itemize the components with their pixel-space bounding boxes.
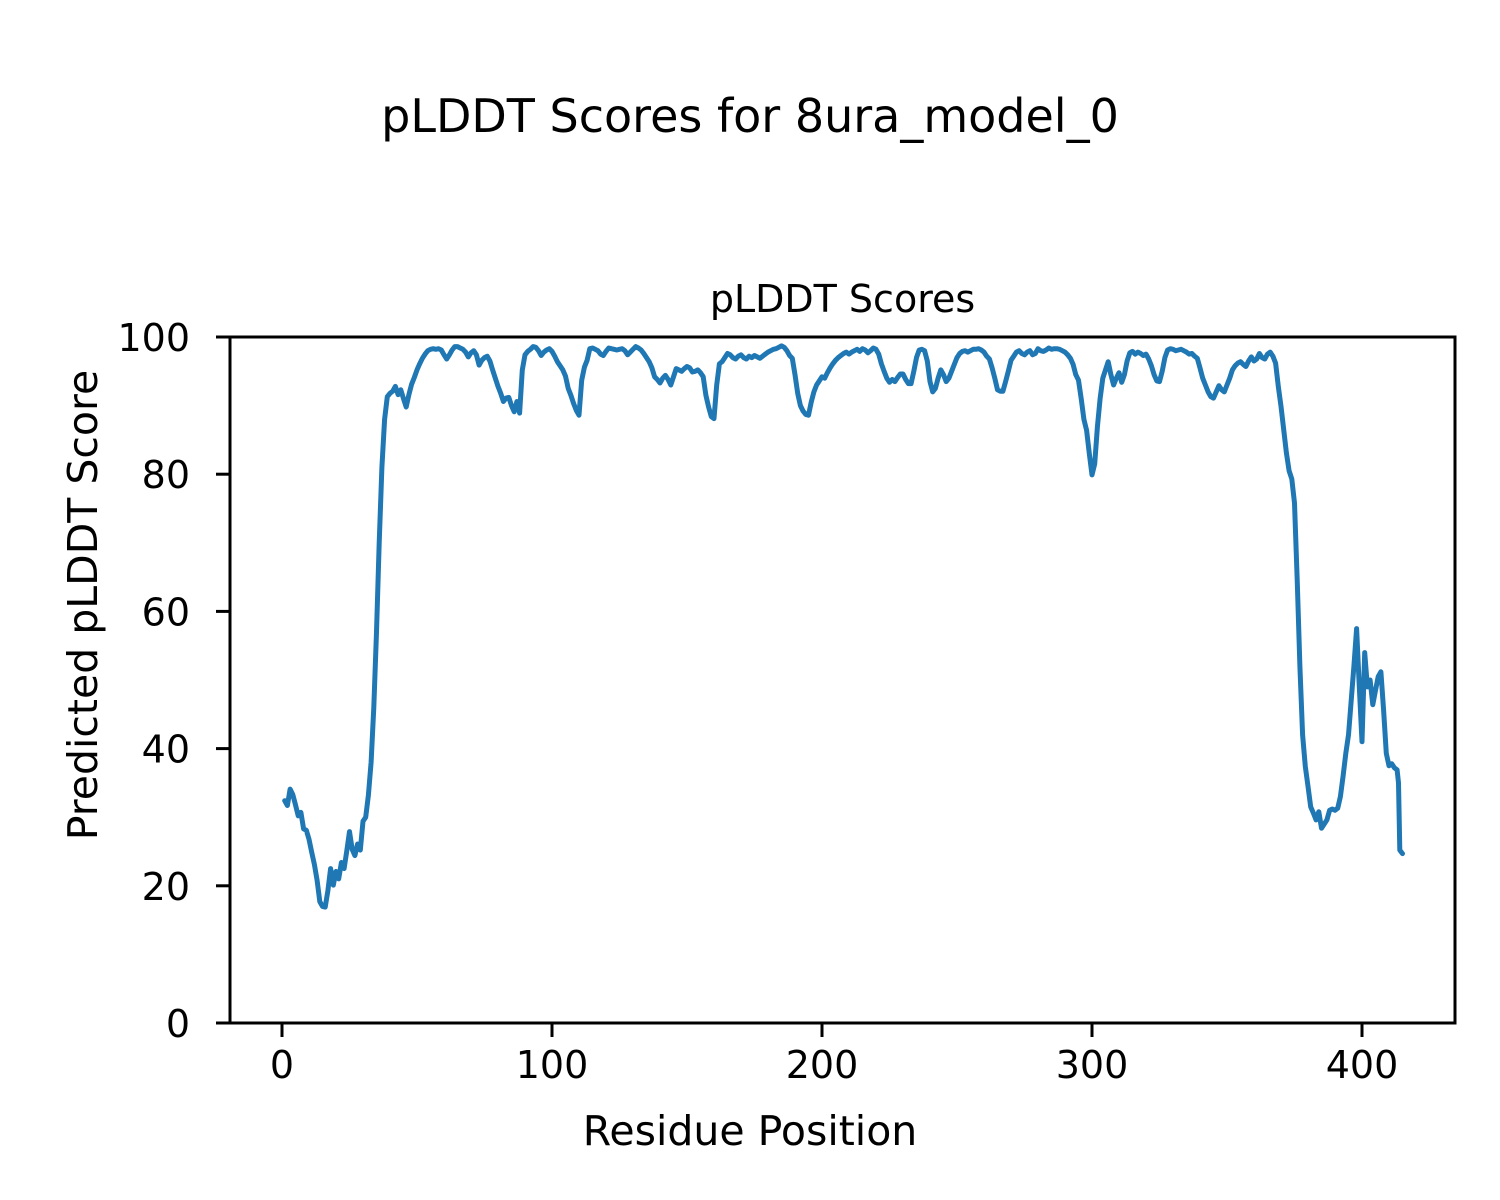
axes-title: pLDDT Scores	[709, 277, 976, 321]
y-axis-label: Predicted pLDDT Score	[59, 369, 107, 841]
x-tick-label: 300	[1056, 1043, 1129, 1087]
x-tick-label: 200	[786, 1043, 859, 1087]
x-axis-label: Residue Position	[582, 1107, 918, 1155]
y-tick-label: 20	[142, 865, 190, 909]
plot-area: 0 100 200 300 400 0 20 40 60 80 100	[117, 316, 1457, 1087]
y-tick-label: 40	[142, 728, 190, 772]
x-tick-label: 100	[516, 1043, 589, 1087]
y-tick-label: 60	[142, 590, 190, 634]
y-tick-label: 80	[142, 453, 190, 497]
figure-title: pLDDT Scores for 8ura_model_0	[381, 89, 1119, 143]
axes-spines	[228, 335, 1457, 1025]
x-tick-label: 0	[270, 1043, 294, 1087]
y-tick-label: 0	[166, 1002, 190, 1046]
x-tick-label: 400	[1326, 1043, 1399, 1087]
y-tick-label: 100	[117, 316, 190, 360]
plddt-line	[282, 343, 1405, 910]
